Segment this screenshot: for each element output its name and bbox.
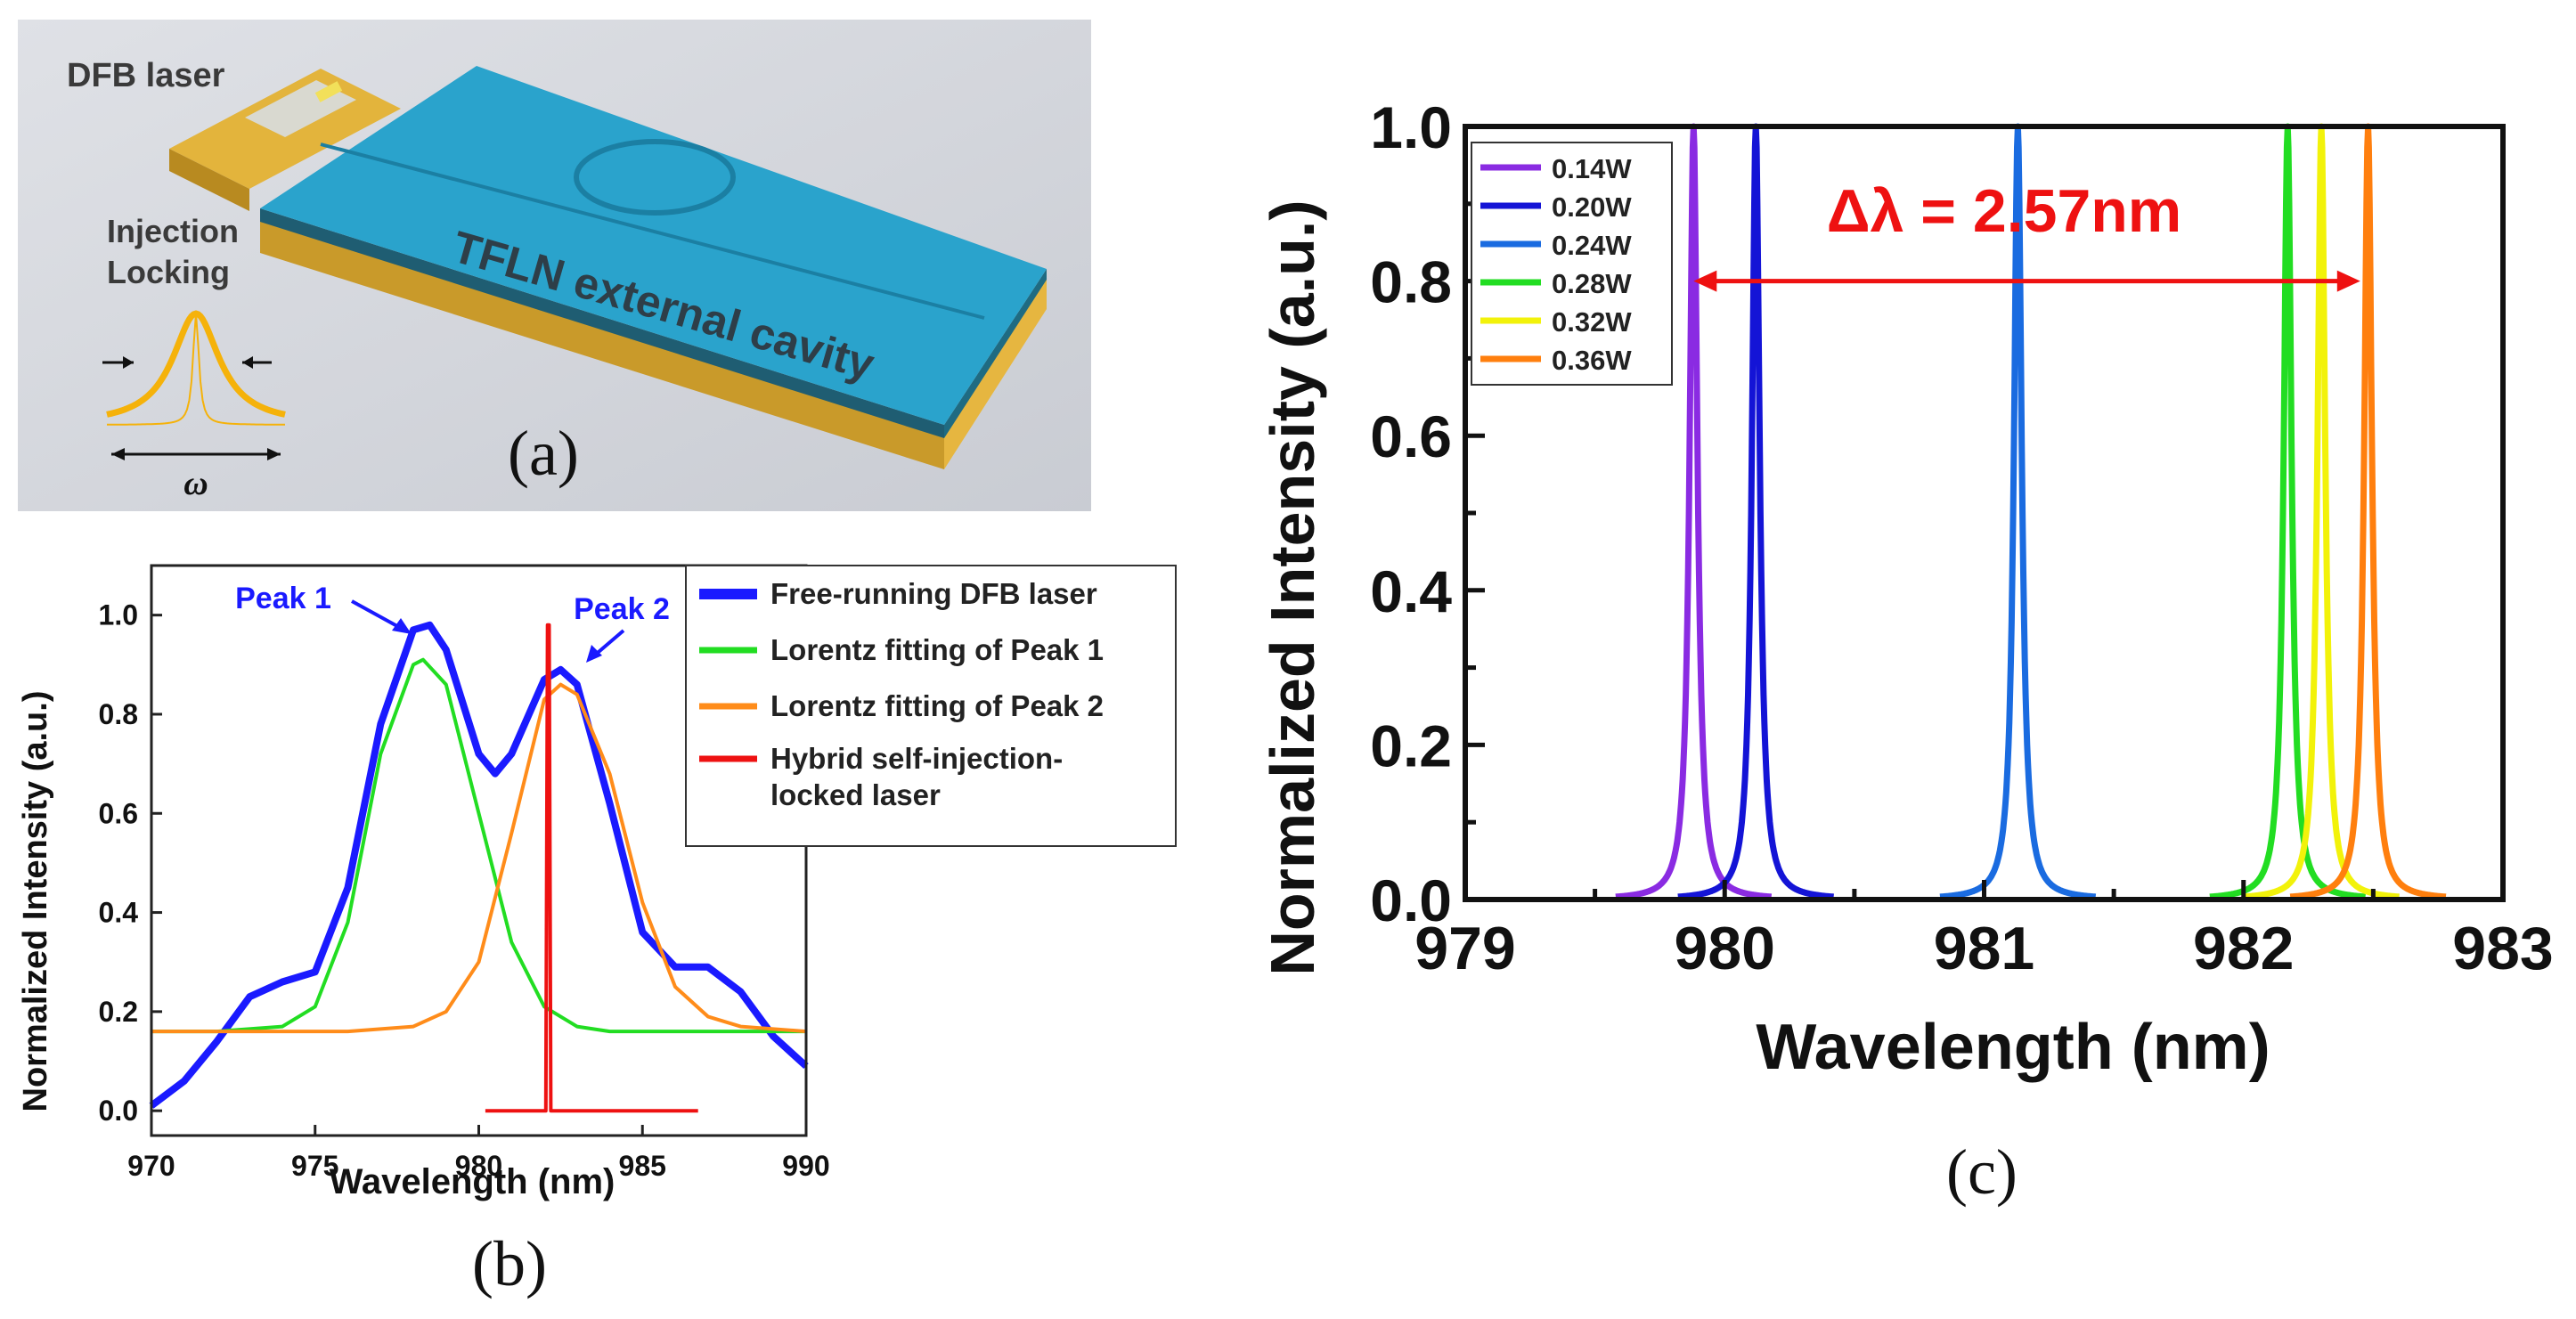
b-legend-label-3: Hybrid self-injection- locked laser xyxy=(770,742,1071,811)
narrow-lineshape xyxy=(107,313,285,426)
c-xtick-label-3: 982 xyxy=(2193,915,2294,982)
b-xtick-label-1: 975 xyxy=(291,1150,338,1182)
c-ytick-label-3: 0.6 xyxy=(1370,403,1452,469)
c-legend-label-4: 0.32W xyxy=(1552,306,1632,338)
bus-waveguide xyxy=(320,142,985,320)
b-series-1 xyxy=(151,657,806,1034)
dfb-contact xyxy=(314,81,343,102)
c-series-4 xyxy=(2241,123,2402,900)
b-ytick-label-2: 0.4 xyxy=(99,897,139,929)
c-legend xyxy=(1471,142,1673,386)
c-ytick-label-5: 1.0 xyxy=(1370,94,1452,160)
c-legend-label-2: 0.24W xyxy=(1552,230,1632,261)
c-ytick-label-4: 0.8 xyxy=(1370,249,1452,315)
c-xtick-label-0: 979 xyxy=(1414,915,1515,982)
panel-c-label: (c) xyxy=(1946,1136,2018,1208)
c-legend-label-5: 0.36W xyxy=(1552,345,1632,376)
b-xtick-label-0: 970 xyxy=(127,1150,175,1182)
delta-lambda-arrowhead-right xyxy=(2336,270,2360,292)
b-series-0 xyxy=(149,621,809,1109)
b-xtick-label-2: 980 xyxy=(455,1150,502,1182)
b-legend-label-3-line1: Hybrid self-injection- xyxy=(770,742,1063,775)
b-series-2 xyxy=(151,682,807,1034)
locking-label: Locking xyxy=(107,254,230,290)
substrate-layer xyxy=(260,220,944,469)
b-ytick-label-0: 0.0 xyxy=(99,1095,138,1127)
b-legend xyxy=(685,565,1177,847)
b-ytick-label-1: 0.2 xyxy=(99,996,138,1028)
delta-lambda-annotation: Δλ = 2.57nm xyxy=(1827,177,2182,245)
c-xtick-label-2: 981 xyxy=(1934,915,2034,982)
injection-label: Injection xyxy=(107,213,239,249)
b-legend-label-1: Lorentz fitting of Peak 1 xyxy=(770,633,1104,666)
omega-label: ω xyxy=(183,465,208,502)
chart-b: Normalized Intensity (a.u.) Wavelength (… xyxy=(17,564,1177,1201)
oxide-layer xyxy=(260,208,944,438)
delta-lambda-arrowhead-left xyxy=(1693,270,1717,292)
c-xtick-label-4: 983 xyxy=(2452,915,2553,982)
b-xtick-label-4: 990 xyxy=(782,1150,829,1182)
c-series-5 xyxy=(2287,123,2449,900)
c-ylabel: Normalized Intensity (a.u.) xyxy=(1258,199,1327,975)
c-legend-label-3: 0.28W xyxy=(1552,268,1632,299)
c-xtick-label-1: 980 xyxy=(1675,915,1775,982)
b-legend-label-2: Lorentz fitting of Peak 2 xyxy=(770,689,1104,722)
dfb-chip-side xyxy=(169,149,249,211)
c-series-3 xyxy=(2207,123,2368,900)
substrate-side xyxy=(944,278,1047,469)
c-series-1 xyxy=(1675,123,1837,900)
peak2-label: Peak 2 xyxy=(574,592,670,626)
schematic-illustration: DFB laser Injection Locking TFLN externa… xyxy=(18,20,1091,511)
chart-c: Normalized Intensity (a.u.) Wavelength (… xyxy=(1258,94,2554,1083)
panel-a-label: (a) xyxy=(508,418,579,489)
b-ylabel: Normalized Intensity (a.u.) xyxy=(17,691,54,1112)
c-ytick-label-1: 0.2 xyxy=(1370,712,1452,778)
c-legend-label-0: 0.14W xyxy=(1552,153,1632,184)
b-ytick-label-3: 0.6 xyxy=(99,797,138,829)
c-ytick-label-0: 0.0 xyxy=(1370,867,1452,933)
b-series-3 xyxy=(485,623,698,1113)
b-xlabel: Wavelength (nm) xyxy=(330,1162,615,1201)
b-ytick-label-5: 1.0 xyxy=(99,599,138,631)
c-xlabel: Wavelength (nm) xyxy=(1756,1012,2270,1083)
tfln-chip-top xyxy=(260,66,1047,425)
c-legend-label-1: 0.20W xyxy=(1552,191,1632,223)
peak1-label: Peak 1 xyxy=(235,582,331,615)
panel-b-label: (b) xyxy=(472,1228,547,1299)
dfb-laser-label: DFB laser xyxy=(67,57,225,94)
b-xtick-label-3: 985 xyxy=(619,1150,666,1182)
c-ytick-label-2: 0.4 xyxy=(1370,558,1452,624)
b-legend-label-3-line2: locked laser xyxy=(770,778,941,811)
b-ytick-label-4: 0.8 xyxy=(99,698,138,730)
b-legend-label-0: Free-running DFB laser xyxy=(770,577,1097,610)
microring-resonator xyxy=(574,139,736,216)
